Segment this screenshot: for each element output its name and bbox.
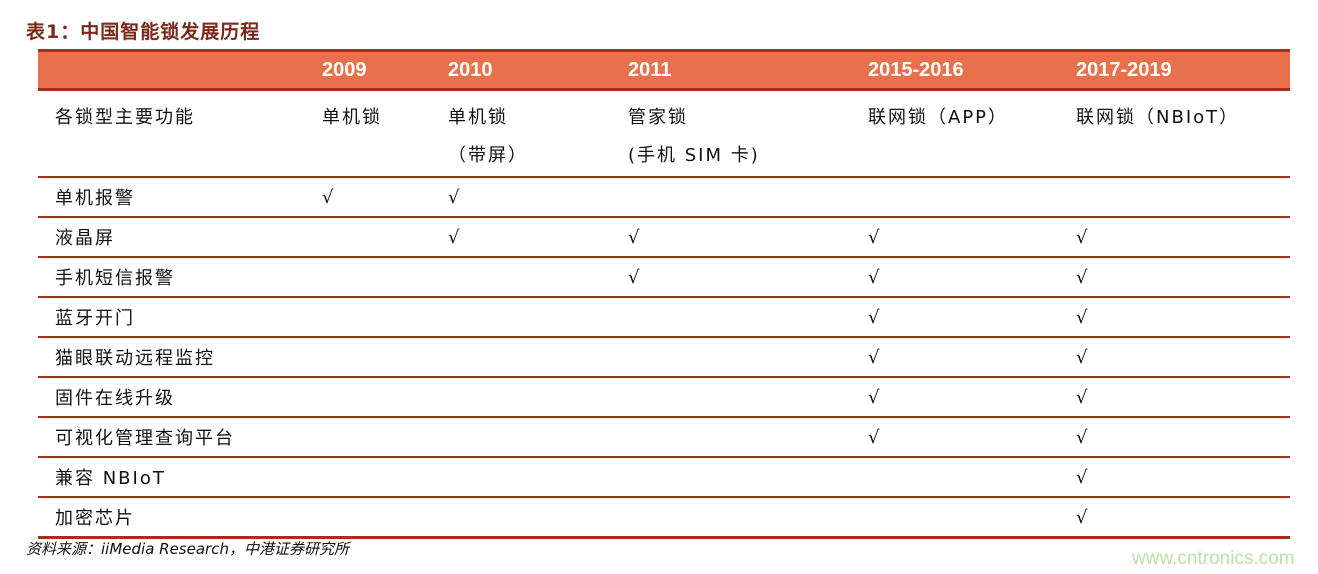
empty-cell bbox=[616, 497, 856, 539]
empty-cell bbox=[310, 457, 436, 498]
table-row: 固件在线升级 √ √ bbox=[38, 377, 1290, 418]
empty-cell bbox=[310, 417, 436, 458]
check-icon: √ bbox=[310, 177, 436, 218]
check-icon: √ bbox=[856, 217, 1064, 258]
table-row: 加密芯片 √ bbox=[38, 497, 1290, 539]
lock-type-cell: 单机锁 bbox=[310, 89, 436, 178]
empty-cell bbox=[436, 417, 616, 458]
source-note: 资料来源：iiMedia Research，中港证券研究所 bbox=[26, 540, 349, 558]
check-icon: √ bbox=[1064, 297, 1290, 338]
smart-lock-table: 2009 2010 2011 2015-2016 2017-2019 各锁型主要功能 单机… bbox=[38, 49, 1290, 539]
row-label: 兼容 NBIoT bbox=[38, 457, 310, 498]
empty-cell bbox=[310, 497, 436, 539]
check-icon: √ bbox=[1064, 497, 1290, 539]
check-icon: √ bbox=[856, 297, 1064, 338]
lock-type-text: （带屏） bbox=[448, 145, 528, 166]
row-label: 手机短信报警 bbox=[38, 257, 310, 298]
column-header bbox=[38, 49, 310, 91]
lock-type-text: 管家锁 bbox=[628, 107, 688, 128]
empty-cell bbox=[616, 297, 856, 338]
row-label: 加密芯片 bbox=[38, 497, 310, 539]
lock-type-text bbox=[1076, 137, 1290, 175]
row-label: 各锁型主要功能 bbox=[38, 89, 310, 178]
empty-cell bbox=[436, 257, 616, 298]
empty-cell bbox=[616, 337, 856, 378]
lock-type-cell: 联网锁（NBIoT） bbox=[1064, 89, 1290, 178]
table-row: 单机报警 √ √ bbox=[38, 177, 1290, 218]
check-icon: √ bbox=[856, 257, 1064, 298]
lock-type-cell: 联网锁（APP） bbox=[856, 89, 1064, 178]
column-header: 2009 bbox=[310, 49, 436, 91]
column-header: 2015-2016 bbox=[856, 49, 1064, 91]
check-icon: √ bbox=[856, 337, 1064, 378]
empty-cell bbox=[436, 377, 616, 418]
empty-cell bbox=[856, 177, 1064, 218]
column-header: 2011 bbox=[616, 49, 856, 91]
empty-cell bbox=[856, 457, 1064, 498]
lock-type-text: 联网锁（NBIoT） bbox=[1076, 107, 1240, 128]
row-label: 蓝牙开门 bbox=[38, 297, 310, 338]
empty-cell bbox=[616, 377, 856, 418]
empty-cell bbox=[436, 337, 616, 378]
check-icon: √ bbox=[1064, 257, 1290, 298]
lock-type-text bbox=[322, 137, 436, 175]
check-icon: √ bbox=[856, 377, 1064, 418]
empty-cell bbox=[310, 257, 436, 298]
check-icon: √ bbox=[616, 257, 856, 298]
lock-type-cell: 管家锁 (手机 SIM 卡) bbox=[616, 89, 856, 178]
lock-type-text bbox=[868, 137, 1064, 175]
row-label: 固件在线升级 bbox=[38, 377, 310, 418]
lock-type-text: 单机锁 bbox=[322, 107, 382, 128]
check-icon: √ bbox=[1064, 377, 1290, 418]
empty-cell bbox=[436, 457, 616, 498]
check-icon: √ bbox=[856, 417, 1064, 458]
check-icon: √ bbox=[616, 217, 856, 258]
lock-type-text: 单机锁 bbox=[448, 107, 508, 128]
watermark: www.cntronics.com bbox=[1132, 548, 1295, 569]
empty-cell bbox=[616, 417, 856, 458]
empty-cell bbox=[1064, 177, 1290, 218]
check-icon: √ bbox=[1064, 337, 1290, 378]
table-row: 兼容 NBIoT √ bbox=[38, 457, 1290, 498]
row-label: 单机报警 bbox=[38, 177, 310, 218]
row-label: 猫眼联动远程监控 bbox=[38, 337, 310, 378]
column-header: 2017-2019 bbox=[1064, 49, 1290, 91]
table-title: 表1：中国智能锁发展历程 bbox=[26, 21, 261, 43]
empty-cell bbox=[436, 497, 616, 539]
lock-type-cell: 单机锁 （带屏） bbox=[436, 89, 616, 178]
table-row: 猫眼联动远程监控 √ √ bbox=[38, 337, 1290, 378]
table-row: 手机短信报警 √ √ √ bbox=[38, 257, 1290, 298]
header-row: 2009 2010 2011 2015-2016 2017-2019 bbox=[38, 49, 1290, 91]
empty-cell bbox=[616, 177, 856, 218]
empty-cell bbox=[310, 377, 436, 418]
check-icon: √ bbox=[1064, 417, 1290, 458]
lock-type-text: 联网锁（APP） bbox=[868, 107, 1009, 128]
table-row: 可视化管理查询平台 √ √ bbox=[38, 417, 1290, 458]
empty-cell bbox=[856, 497, 1064, 539]
empty-cell bbox=[436, 297, 616, 338]
empty-cell bbox=[310, 297, 436, 338]
lock-type-row: 各锁型主要功能 单机锁 单机锁 （带屏） 管家锁 (手机 SIM 卡) 联网锁（APP） … bbox=[38, 89, 1290, 178]
empty-cell bbox=[616, 457, 856, 498]
lock-type-text: (手机 SIM 卡) bbox=[628, 145, 760, 166]
check-icon: √ bbox=[1064, 217, 1290, 258]
check-icon: √ bbox=[436, 217, 616, 258]
check-icon: √ bbox=[436, 177, 616, 218]
row-label: 可视化管理查询平台 bbox=[38, 417, 310, 458]
row-label: 液晶屏 bbox=[38, 217, 310, 258]
table-row: 蓝牙开门 √ √ bbox=[38, 297, 1290, 338]
column-header: 2010 bbox=[436, 49, 616, 91]
empty-cell bbox=[310, 217, 436, 258]
empty-cell bbox=[310, 337, 436, 378]
table-row: 液晶屏 √ √ √ √ bbox=[38, 217, 1290, 258]
check-icon: √ bbox=[1064, 457, 1290, 498]
